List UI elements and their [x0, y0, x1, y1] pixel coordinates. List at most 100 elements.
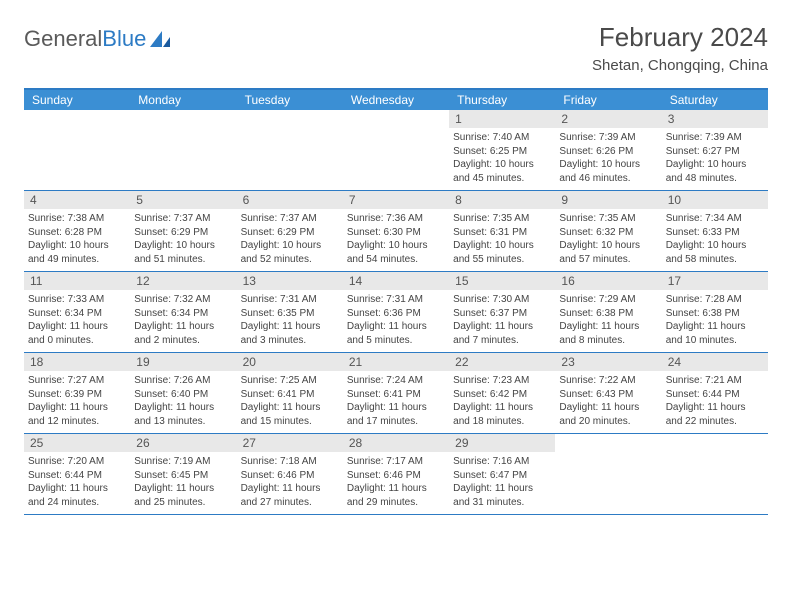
weeks-container: 1Sunrise: 7:40 AMSunset: 6:25 PMDaylight… [24, 110, 768, 515]
day-cell: 5Sunrise: 7:37 AMSunset: 6:29 PMDaylight… [130, 191, 236, 271]
day-details: Sunrise: 7:27 AMSunset: 6:39 PMDaylight:… [24, 371, 130, 433]
day-number: 7 [343, 191, 449, 209]
day-cell: 13Sunrise: 7:31 AMSunset: 6:35 PMDayligh… [237, 272, 343, 352]
day-cell [130, 110, 236, 190]
day-header-tue: Tuesday [237, 90, 343, 110]
day-details: Sunrise: 7:19 AMSunset: 6:45 PMDaylight:… [130, 452, 236, 514]
day-cell: 22Sunrise: 7:23 AMSunset: 6:42 PMDayligh… [449, 353, 555, 433]
calendar: Sunday Monday Tuesday Wednesday Thursday… [24, 88, 768, 515]
day-header-sat: Saturday [662, 90, 768, 110]
day-cell: 2Sunrise: 7:39 AMSunset: 6:26 PMDaylight… [555, 110, 661, 190]
day-details: Sunrise: 7:32 AMSunset: 6:34 PMDaylight:… [130, 290, 236, 352]
day-details: Sunrise: 7:39 AMSunset: 6:27 PMDaylight:… [662, 128, 768, 190]
day-number: 27 [237, 434, 343, 452]
sunset-text: Sunset: 6:45 PM [134, 469, 230, 483]
sunrise-text: Sunrise: 7:26 AM [134, 374, 230, 388]
calendar-week: 18Sunrise: 7:27 AMSunset: 6:39 PMDayligh… [24, 353, 768, 434]
sunrise-text: Sunrise: 7:38 AM [28, 212, 124, 226]
daylight-text: Daylight: 10 hours and 51 minutes. [134, 239, 230, 266]
sunrise-text: Sunrise: 7:40 AM [453, 131, 549, 145]
day-number: 17 [662, 272, 768, 290]
day-details: Sunrise: 7:18 AMSunset: 6:46 PMDaylight:… [237, 452, 343, 514]
day-number: 29 [449, 434, 555, 452]
sunset-text: Sunset: 6:34 PM [28, 307, 124, 321]
day-cell: 15Sunrise: 7:30 AMSunset: 6:37 PMDayligh… [449, 272, 555, 352]
daylight-text: Daylight: 11 hours and 29 minutes. [347, 482, 443, 509]
day-cell [662, 434, 768, 514]
day-details: Sunrise: 7:33 AMSunset: 6:34 PMDaylight:… [24, 290, 130, 352]
day-cell [237, 110, 343, 190]
sunset-text: Sunset: 6:33 PM [666, 226, 762, 240]
day-details: Sunrise: 7:35 AMSunset: 6:32 PMDaylight:… [555, 209, 661, 271]
daylight-text: Daylight: 11 hours and 0 minutes. [28, 320, 124, 347]
day-number: 10 [662, 191, 768, 209]
day-cell: 8Sunrise: 7:35 AMSunset: 6:31 PMDaylight… [449, 191, 555, 271]
daylight-text: Daylight: 10 hours and 48 minutes. [666, 158, 762, 185]
daylight-text: Daylight: 11 hours and 13 minutes. [134, 401, 230, 428]
sunset-text: Sunset: 6:41 PM [241, 388, 337, 402]
sunrise-text: Sunrise: 7:17 AM [347, 455, 443, 469]
daylight-text: Daylight: 11 hours and 3 minutes. [241, 320, 337, 347]
sunrise-text: Sunrise: 7:31 AM [241, 293, 337, 307]
sunset-text: Sunset: 6:34 PM [134, 307, 230, 321]
month-title: February 2024 [592, 22, 768, 53]
day-cell: 18Sunrise: 7:27 AMSunset: 6:39 PMDayligh… [24, 353, 130, 433]
day-cell: 23Sunrise: 7:22 AMSunset: 6:43 PMDayligh… [555, 353, 661, 433]
day-details: Sunrise: 7:26 AMSunset: 6:40 PMDaylight:… [130, 371, 236, 433]
day-cell [555, 434, 661, 514]
sunset-text: Sunset: 6:35 PM [241, 307, 337, 321]
day-number: 1 [449, 110, 555, 128]
day-cell: 6Sunrise: 7:37 AMSunset: 6:29 PMDaylight… [237, 191, 343, 271]
daylight-text: Daylight: 10 hours and 57 minutes. [559, 239, 655, 266]
sunrise-text: Sunrise: 7:19 AM [134, 455, 230, 469]
day-cell: 14Sunrise: 7:31 AMSunset: 6:36 PMDayligh… [343, 272, 449, 352]
sunset-text: Sunset: 6:40 PM [134, 388, 230, 402]
sunset-text: Sunset: 6:26 PM [559, 145, 655, 159]
sunrise-text: Sunrise: 7:32 AM [134, 293, 230, 307]
sunrise-text: Sunrise: 7:39 AM [666, 131, 762, 145]
location-label: Shetan, Chongqing, China [592, 57, 768, 74]
daylight-text: Daylight: 10 hours and 52 minutes. [241, 239, 337, 266]
day-number: 28 [343, 434, 449, 452]
day-header-wed: Wednesday [343, 90, 449, 110]
day-header-fri: Friday [555, 90, 661, 110]
logo-text-blue: Blue [102, 26, 146, 52]
daylight-text: Daylight: 11 hours and 24 minutes. [28, 482, 124, 509]
day-details: Sunrise: 7:17 AMSunset: 6:46 PMDaylight:… [343, 452, 449, 514]
sunset-text: Sunset: 6:31 PM [453, 226, 549, 240]
day-details: Sunrise: 7:23 AMSunset: 6:42 PMDaylight:… [449, 371, 555, 433]
day-number: 23 [555, 353, 661, 371]
sunrise-text: Sunrise: 7:28 AM [666, 293, 762, 307]
day-details: Sunrise: 7:29 AMSunset: 6:38 PMDaylight:… [555, 290, 661, 352]
day-number: 25 [24, 434, 130, 452]
day-header-sun: Sunday [24, 90, 130, 110]
day-cell: 20Sunrise: 7:25 AMSunset: 6:41 PMDayligh… [237, 353, 343, 433]
day-details: Sunrise: 7:24 AMSunset: 6:41 PMDaylight:… [343, 371, 449, 433]
sunset-text: Sunset: 6:44 PM [666, 388, 762, 402]
sunset-text: Sunset: 6:46 PM [347, 469, 443, 483]
daylight-text: Daylight: 11 hours and 20 minutes. [559, 401, 655, 428]
sunset-text: Sunset: 6:47 PM [453, 469, 549, 483]
day-details: Sunrise: 7:37 AMSunset: 6:29 PMDaylight:… [237, 209, 343, 271]
sunset-text: Sunset: 6:27 PM [666, 145, 762, 159]
day-details: Sunrise: 7:28 AMSunset: 6:38 PMDaylight:… [662, 290, 768, 352]
daylight-text: Daylight: 11 hours and 17 minutes. [347, 401, 443, 428]
day-cell: 27Sunrise: 7:18 AMSunset: 6:46 PMDayligh… [237, 434, 343, 514]
day-details: Sunrise: 7:22 AMSunset: 6:43 PMDaylight:… [555, 371, 661, 433]
daylight-text: Daylight: 11 hours and 10 minutes. [666, 320, 762, 347]
sunset-text: Sunset: 6:37 PM [453, 307, 549, 321]
day-cell [24, 110, 130, 190]
title-block: February 2024 Shetan, Chongqing, China [592, 22, 768, 74]
calendar-week: 1Sunrise: 7:40 AMSunset: 6:25 PMDaylight… [24, 110, 768, 191]
day-details: Sunrise: 7:37 AMSunset: 6:29 PMDaylight:… [130, 209, 236, 271]
daylight-text: Daylight: 11 hours and 12 minutes. [28, 401, 124, 428]
sunrise-text: Sunrise: 7:34 AM [666, 212, 762, 226]
brand-logo: GeneralBlue [24, 22, 174, 52]
day-cell: 12Sunrise: 7:32 AMSunset: 6:34 PMDayligh… [130, 272, 236, 352]
page-header: GeneralBlue February 2024 Shetan, Chongq… [24, 22, 768, 74]
sunrise-text: Sunrise: 7:37 AM [241, 212, 337, 226]
sunset-text: Sunset: 6:30 PM [347, 226, 443, 240]
sunset-text: Sunset: 6:41 PM [347, 388, 443, 402]
sunset-text: Sunset: 6:46 PM [241, 469, 337, 483]
day-cell: 10Sunrise: 7:34 AMSunset: 6:33 PMDayligh… [662, 191, 768, 271]
